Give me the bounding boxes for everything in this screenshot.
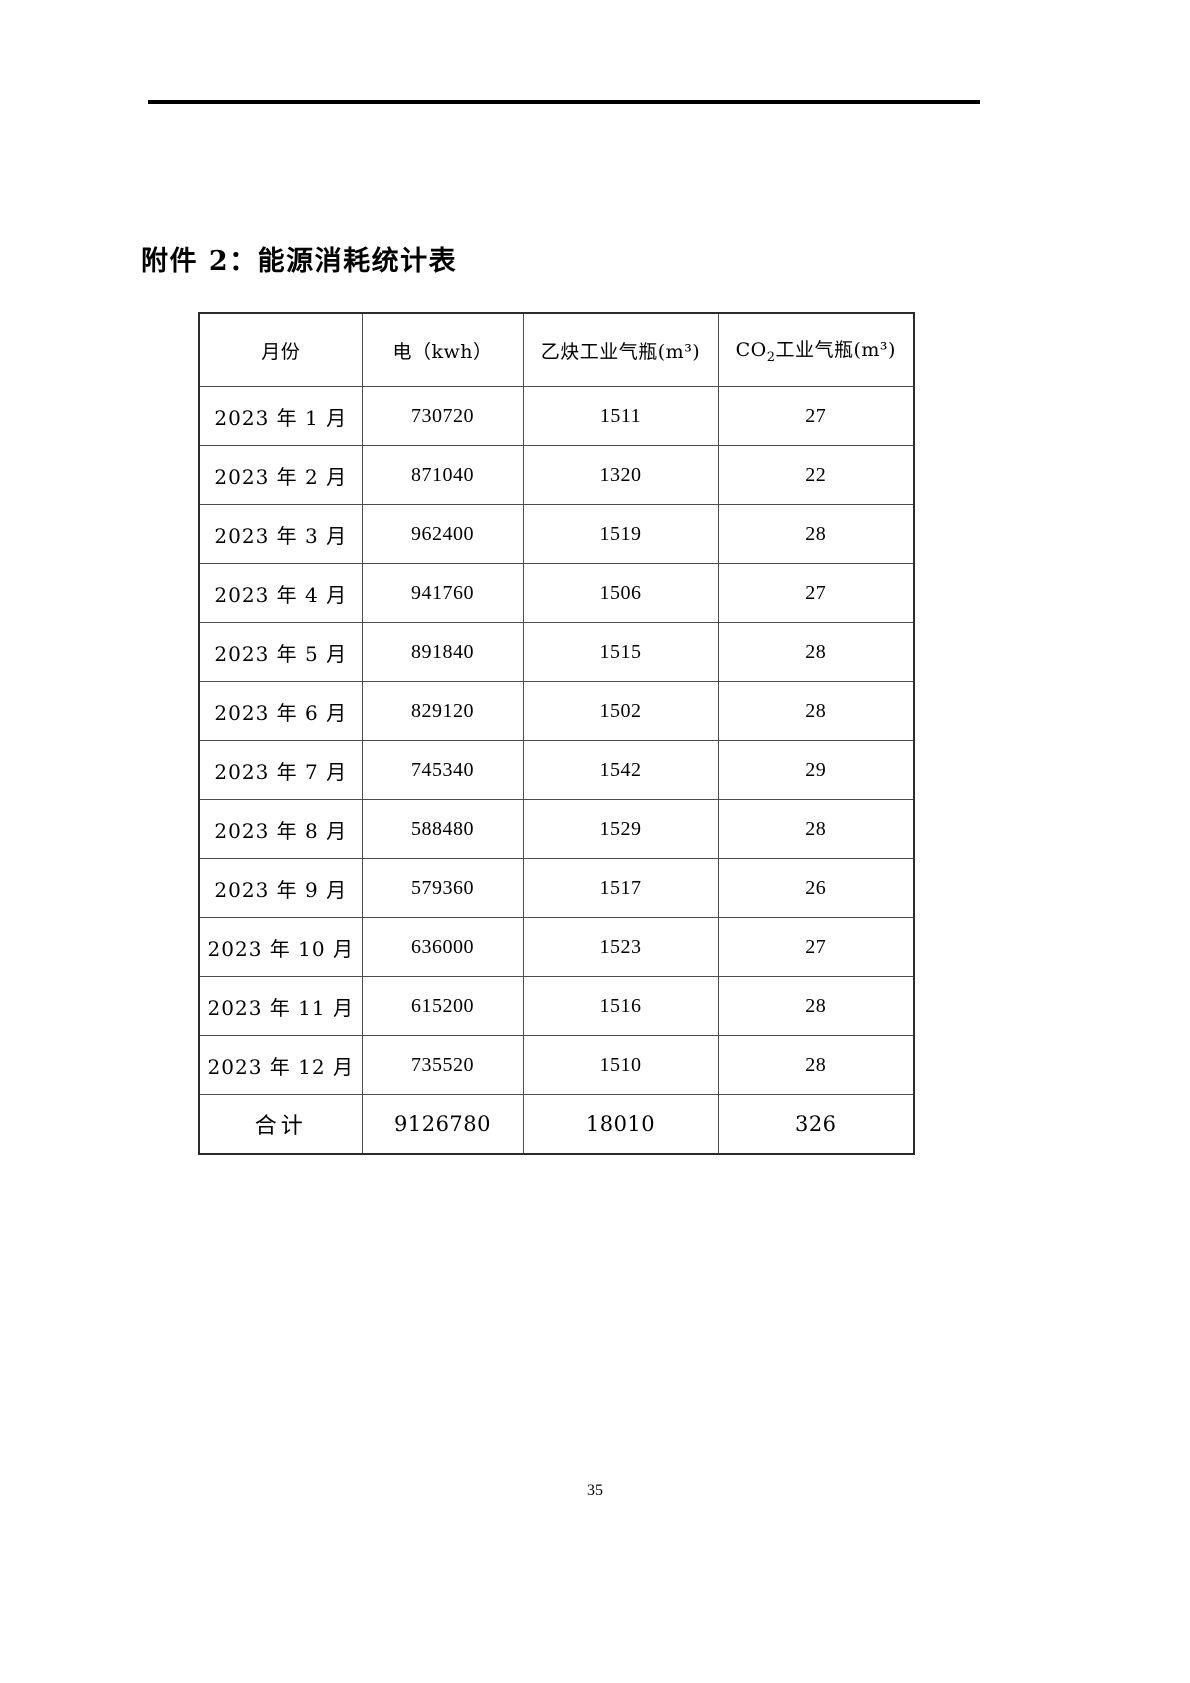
cell-acetylene: 1517 bbox=[522, 858, 719, 918]
table-row: 2023 年 6 月 829120 1502 28 bbox=[198, 681, 915, 741]
cell-acetylene: 1529 bbox=[522, 799, 719, 859]
page-title: 附件 2：能源消耗统计表 bbox=[141, 246, 458, 277]
cell-acetylene: 1506 bbox=[522, 563, 719, 623]
column-header-co2-prefix: CO bbox=[735, 339, 767, 362]
cell-electricity: 579360 bbox=[361, 858, 524, 918]
table-row: 2023 年 3 月 962400 1519 28 bbox=[198, 504, 915, 564]
column-header-acetylene: 乙炔工业气瓶(m³) bbox=[522, 312, 719, 387]
energy-consumption-table: 月份 电（kwh） 乙炔工业气瓶(m³) CO2工业气瓶(m³) 2023 年 … bbox=[198, 312, 915, 1155]
cell-co2: 28 bbox=[717, 976, 915, 1036]
cell-co2: 28 bbox=[717, 799, 915, 859]
cell-acetylene: 1519 bbox=[522, 504, 719, 564]
cell-total-label: 合计 bbox=[198, 1094, 363, 1155]
column-header-co2: CO2工业气瓶(m³) bbox=[717, 312, 915, 387]
cell-co2: 28 bbox=[717, 504, 915, 564]
cell-co2: 27 bbox=[717, 917, 915, 977]
table-row: 2023 年 1 月 730720 1511 27 bbox=[198, 386, 915, 446]
cell-month: 2023 年 1 月 bbox=[198, 386, 363, 446]
cell-co2: 28 bbox=[717, 622, 915, 682]
column-header-co2-suffix: 工业气瓶(m³) bbox=[775, 339, 896, 362]
cell-month: 2023 年 10 月 bbox=[198, 917, 363, 977]
cell-month: 2023 年 11 月 bbox=[198, 976, 363, 1036]
cell-electricity: 588480 bbox=[361, 799, 524, 859]
cell-electricity: 962400 bbox=[361, 504, 524, 564]
cell-acetylene: 1510 bbox=[522, 1035, 719, 1095]
cell-electricity: 745340 bbox=[361, 740, 524, 800]
cell-month: 2023 年 3 月 bbox=[198, 504, 363, 564]
table-total-row: 合计 9126780 18010 326 bbox=[198, 1094, 915, 1155]
cell-total-acetylene: 18010 bbox=[522, 1094, 719, 1155]
table-body: 2023 年 1 月 730720 1511 27 2023 年 2 月 871… bbox=[198, 386, 915, 1155]
cell-month: 2023 年 2 月 bbox=[198, 445, 363, 505]
column-header-month: 月份 bbox=[198, 312, 363, 387]
cell-month: 2023 年 9 月 bbox=[198, 858, 363, 918]
column-header-co2-subscript: 2 bbox=[766, 349, 776, 365]
cell-electricity: 615200 bbox=[361, 976, 524, 1036]
cell-electricity: 636000 bbox=[361, 917, 524, 977]
table-row: 2023 年 8 月 588480 1529 28 bbox=[198, 799, 915, 859]
cell-electricity: 871040 bbox=[361, 445, 524, 505]
table-row: 2023 年 5 月 891840 1515 28 bbox=[198, 622, 915, 682]
cell-acetylene: 1320 bbox=[522, 445, 719, 505]
cell-month: 2023 年 7 月 bbox=[198, 740, 363, 800]
energy-consumption-table-container: 月份 电（kwh） 乙炔工业气瓶(m³) CO2工业气瓶(m³) 2023 年 … bbox=[198, 312, 915, 1155]
cell-co2: 22 bbox=[717, 445, 915, 505]
table-row: 2023 年 9 月 579360 1517 26 bbox=[198, 858, 915, 918]
cell-electricity: 891840 bbox=[361, 622, 524, 682]
cell-electricity: 735520 bbox=[361, 1035, 524, 1095]
cell-co2: 28 bbox=[717, 1035, 915, 1095]
cell-total-co2: 326 bbox=[717, 1094, 915, 1155]
cell-acetylene: 1542 bbox=[522, 740, 719, 800]
table-header-row: 月份 电（kwh） 乙炔工业气瓶(m³) CO2工业气瓶(m³) bbox=[198, 312, 915, 387]
column-header-electricity: 电（kwh） bbox=[361, 312, 524, 387]
cell-month: 2023 年 8 月 bbox=[198, 799, 363, 859]
table-row: 2023 年 12 月 735520 1510 28 bbox=[198, 1035, 915, 1095]
page-number: 35 bbox=[587, 1482, 603, 1499]
cell-acetylene: 1516 bbox=[522, 976, 719, 1036]
table-row: 2023 年 2 月 871040 1320 22 bbox=[198, 445, 915, 505]
table-row: 2023 年 11 月 615200 1516 28 bbox=[198, 976, 915, 1036]
cell-co2: 29 bbox=[717, 740, 915, 800]
cell-co2: 27 bbox=[717, 386, 915, 446]
cell-co2: 26 bbox=[717, 858, 915, 918]
cell-acetylene: 1523 bbox=[522, 917, 719, 977]
cell-total-electricity: 9126780 bbox=[361, 1094, 524, 1155]
cell-co2: 27 bbox=[717, 563, 915, 623]
cell-co2: 28 bbox=[717, 681, 915, 741]
cell-month: 2023 年 12 月 bbox=[198, 1035, 363, 1095]
header-rule bbox=[148, 100, 980, 104]
cell-acetylene: 1515 bbox=[522, 622, 719, 682]
cell-acetylene: 1511 bbox=[522, 386, 719, 446]
table-row: 2023 年 4 月 941760 1506 27 bbox=[198, 563, 915, 623]
cell-electricity: 829120 bbox=[361, 681, 524, 741]
cell-acetylene: 1502 bbox=[522, 681, 719, 741]
cell-month: 2023 年 6 月 bbox=[198, 681, 363, 741]
cell-month: 2023 年 5 月 bbox=[198, 622, 363, 682]
cell-electricity: 941760 bbox=[361, 563, 524, 623]
cell-month: 2023 年 4 月 bbox=[198, 563, 363, 623]
table-row: 2023 年 7 月 745340 1542 29 bbox=[198, 740, 915, 800]
table-row: 2023 年 10 月 636000 1523 27 bbox=[198, 917, 915, 977]
cell-electricity: 730720 bbox=[361, 386, 524, 446]
